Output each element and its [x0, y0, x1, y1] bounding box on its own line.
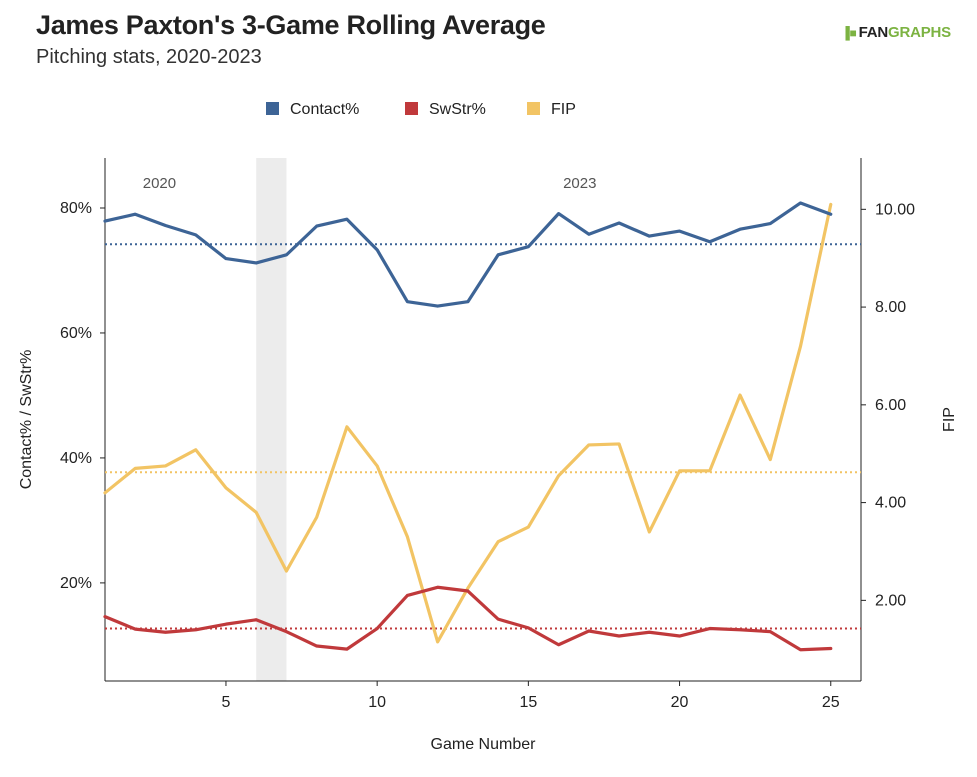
y-right-tick-label: 10.00: [875, 201, 915, 218]
x-tick-label: 20: [671, 694, 689, 711]
legend-label: SwStr%: [429, 101, 486, 118]
y-left-tick-label: 20%: [60, 575, 92, 592]
chart-title: James Paxton's 3-Game Rolling Average: [36, 10, 546, 40]
y-axis-right-title: FIP: [941, 407, 958, 432]
y-right-tick-label: 6.00: [875, 397, 906, 414]
y-right-tick-label: 8.00: [875, 299, 906, 316]
legend-label: FIP: [551, 101, 576, 118]
x-tick-label: 15: [519, 694, 537, 711]
y-left-tick-label: 80%: [60, 200, 92, 217]
y-left-tick-label: 60%: [60, 325, 92, 342]
logo-text-fan: FAN: [858, 24, 889, 41]
fangraphs-logo-icon: ▐■: [841, 26, 857, 40]
series-line-contact: [103, 201, 833, 308]
legend-swatch: [527, 102, 540, 115]
chart-subtitle: Pitching stats, 2020-2023: [36, 46, 262, 68]
legend-swatch: [266, 102, 279, 115]
legend-swatch: [405, 102, 418, 115]
y-right-tick-label: 4.00: [875, 495, 906, 512]
series-line-fip: [103, 202, 833, 644]
x-tick-label: 10: [368, 694, 386, 711]
legend-label: Contact%: [290, 101, 359, 118]
era-label: 2020: [143, 175, 176, 192]
x-tick-label: 25: [822, 694, 840, 711]
series-line-swstr: [103, 585, 833, 652]
y-right-tick-label: 2.00: [875, 592, 906, 609]
x-axis-title: Game Number: [431, 736, 537, 753]
logo-text-graphs: GRAPHS: [888, 24, 951, 41]
shaded-band: [256, 158, 287, 681]
fangraphs-logo: ▐■ FANGRAPHS: [841, 24, 951, 41]
x-tick-label: 5: [222, 694, 231, 711]
era-label: 2023: [563, 175, 596, 192]
y-axis-left-title: Contact% / SwStr%: [18, 350, 35, 490]
y-left-tick-label: 40%: [60, 450, 92, 467]
